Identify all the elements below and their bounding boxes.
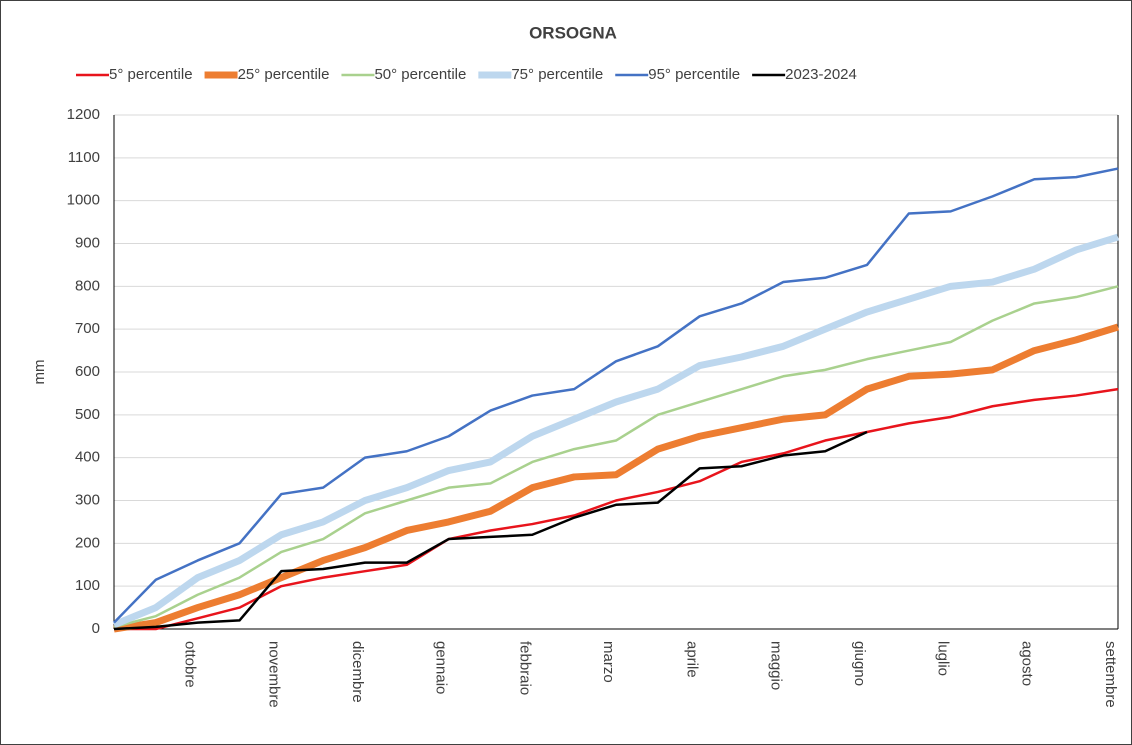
y-tick-label: 1100: [68, 149, 100, 166]
chart-title: ORSOGNA: [529, 23, 617, 42]
x-tick-label: maggio: [767, 641, 784, 690]
y-tick-label: 800: [75, 277, 100, 294]
legend-label: 2023-2024: [785, 66, 857, 83]
x-tick-label: gennaio: [433, 641, 450, 694]
x-tick-label: giugno: [851, 641, 868, 686]
series-line: [113, 167, 1119, 624]
y-tick-label: 200: [75, 534, 100, 551]
y-tick-label: 1000: [67, 192, 100, 209]
legend-label: 25° percentile: [238, 66, 330, 83]
x-tick-label: febbraio: [516, 641, 533, 695]
y-tick-label: 700: [75, 320, 100, 337]
series-line: [112, 233, 1120, 628]
x-tick-label: luglio: [935, 641, 952, 676]
y-tick-label: 900: [75, 234, 100, 251]
x-tick-label: novembre: [265, 641, 282, 708]
y-tick-label: 400: [75, 449, 100, 466]
y-tick-label: 0: [92, 620, 100, 637]
x-tick-label: agosto: [1018, 641, 1035, 686]
x-tick-label: aprile: [684, 641, 701, 678]
y-tick-label: 600: [75, 363, 100, 380]
y-tick-label: 300: [75, 491, 100, 508]
y-tick-label: 1200: [67, 106, 100, 123]
x-tick-label: ottobre: [182, 641, 199, 688]
series-line: [113, 323, 1120, 633]
x-tick-label: settembre: [1102, 641, 1119, 708]
y-axis-label: mm: [31, 360, 48, 385]
legend-label: 75° percentile: [511, 66, 603, 83]
series-line: [113, 285, 1119, 629]
legend-label: 50° percentile: [374, 66, 466, 83]
legend-label: 95° percentile: [648, 66, 740, 83]
series-line: [113, 430, 868, 631]
x-tick-label: marzo: [600, 641, 617, 683]
y-tick-label: 100: [75, 577, 100, 594]
legend-label: 5° percentile: [109, 66, 193, 83]
series-line: [114, 387, 1119, 631]
y-tick-label: 500: [75, 406, 100, 423]
x-tick-label: dicembre: [349, 641, 366, 703]
